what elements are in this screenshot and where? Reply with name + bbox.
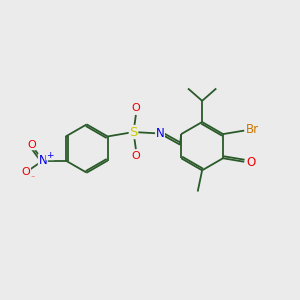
Text: O: O: [22, 167, 30, 177]
Text: O: O: [246, 156, 255, 169]
Text: N: N: [156, 127, 164, 140]
Text: O: O: [131, 151, 140, 160]
Text: N: N: [38, 154, 47, 167]
Text: ⁻: ⁻: [31, 174, 35, 183]
Text: O: O: [27, 140, 36, 150]
Text: S: S: [129, 125, 138, 139]
Text: Br: Br: [246, 124, 259, 136]
Text: +: +: [46, 151, 54, 160]
Text: O: O: [131, 103, 140, 113]
